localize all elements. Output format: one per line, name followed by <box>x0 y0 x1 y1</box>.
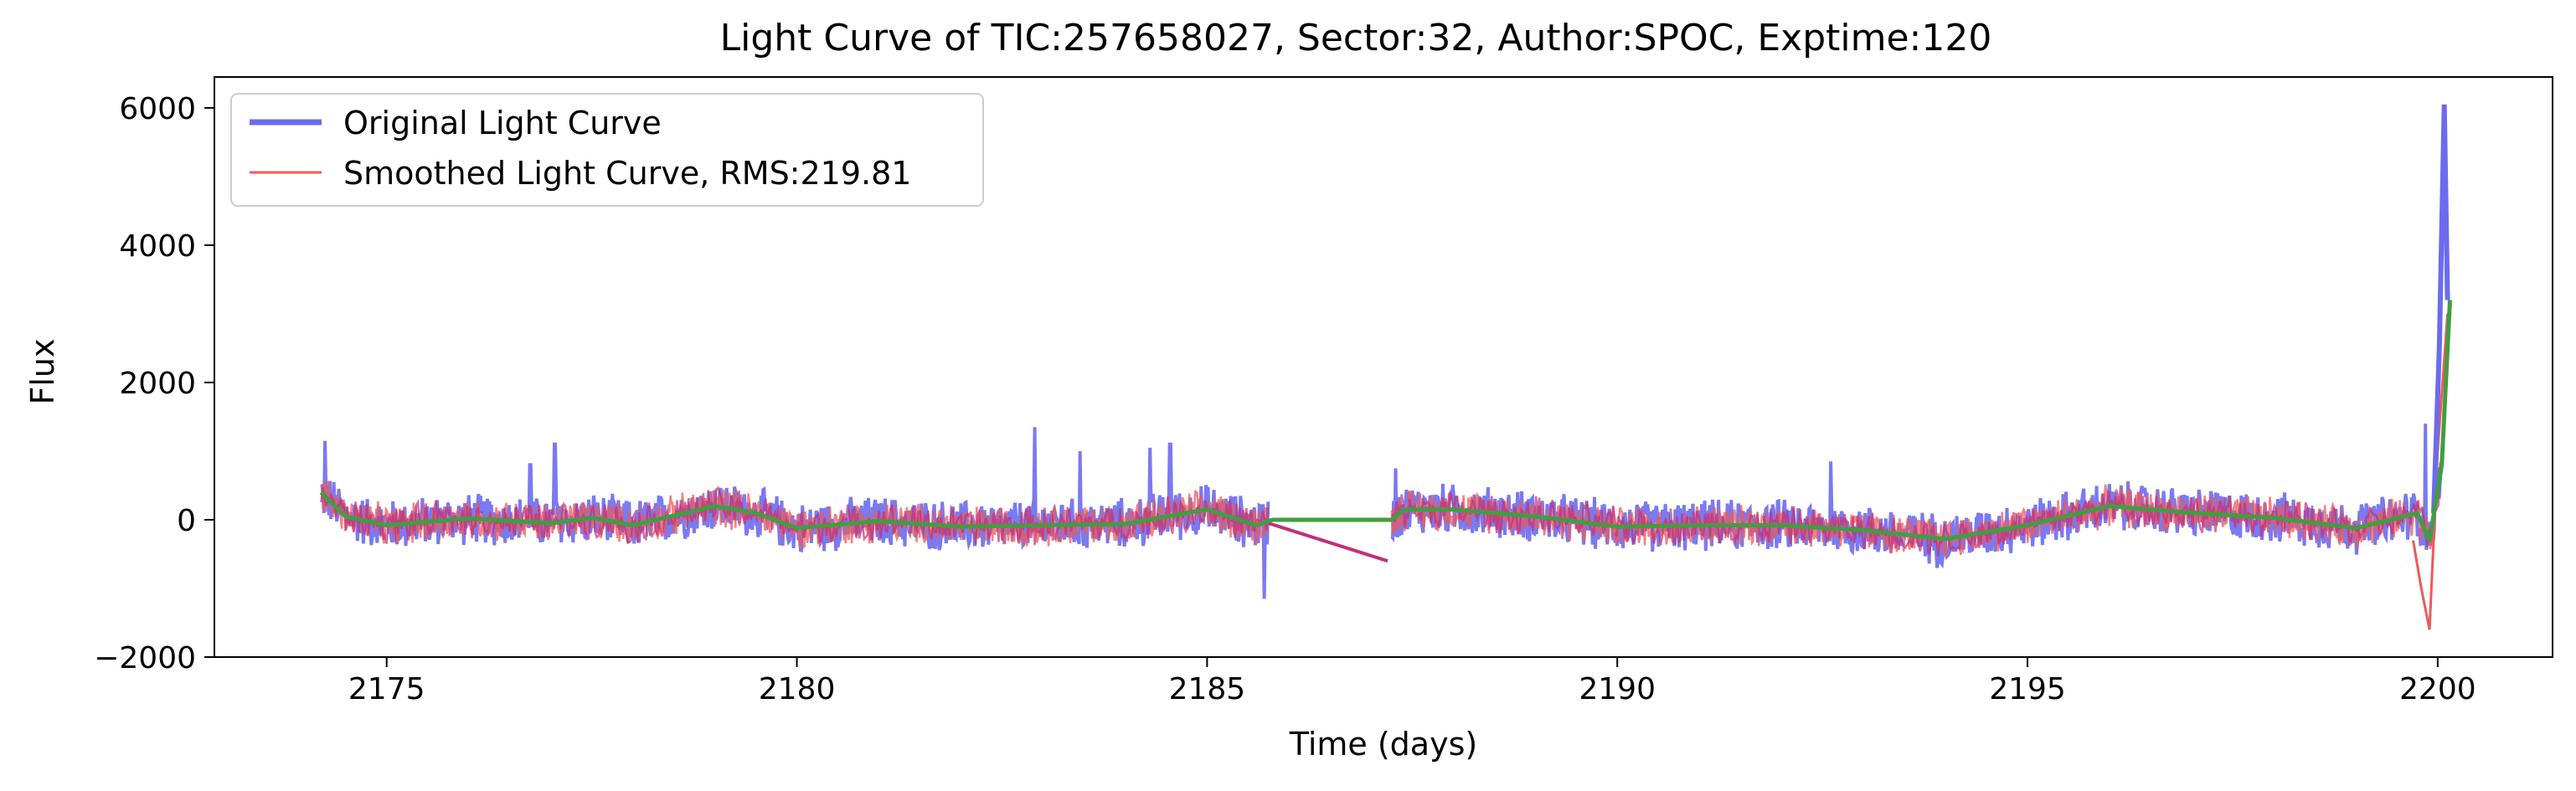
legend: Original Light Curve Smoothed Light Curv… <box>230 93 984 207</box>
x-tick-label-2175: 2175 <box>348 672 425 706</box>
y-tick-label-0: 0 <box>177 504 196 538</box>
legend-label-smoothed: Smoothed Light Curve, RMS:219.81 <box>343 155 911 192</box>
trend-line <box>319 300 2452 543</box>
legend-box <box>230 93 984 207</box>
x-axis: 2175 2180 2185 2190 2195 2200 <box>348 657 2476 706</box>
x-tick-label-2185: 2185 <box>1169 672 1246 706</box>
y-tick-label-4000: 4000 <box>119 229 196 264</box>
x-tick-label-2195: 2195 <box>1989 672 2066 706</box>
y-tick-label-2000: 2000 <box>119 367 196 401</box>
x-tick-label-2200: 2200 <box>2399 672 2476 706</box>
legend-label-original: Original Light Curve <box>343 105 662 141</box>
y-axis-label: Flux <box>24 339 61 405</box>
x-tick-label-2190: 2190 <box>1579 672 1656 706</box>
original-flare <box>2431 104 2450 513</box>
x-tick-label-2180: 2180 <box>759 672 836 706</box>
original-gap-line <box>1268 521 1388 563</box>
y-axis: −2000 0 2000 4000 6000 <box>94 92 214 675</box>
original-curve-segment-1 <box>1390 424 2443 569</box>
plot-area <box>319 104 2452 630</box>
plot-frame <box>214 76 2553 658</box>
x-axis-label: Time (days) <box>1289 726 1477 763</box>
chart-title: Light Curve of TIC:257658027, Sector:32,… <box>720 17 1992 59</box>
y-tick-label-6000: 6000 <box>119 92 196 126</box>
y-tick-label--2000: −2000 <box>94 641 196 675</box>
smoothed-end-dip <box>2412 313 2450 630</box>
